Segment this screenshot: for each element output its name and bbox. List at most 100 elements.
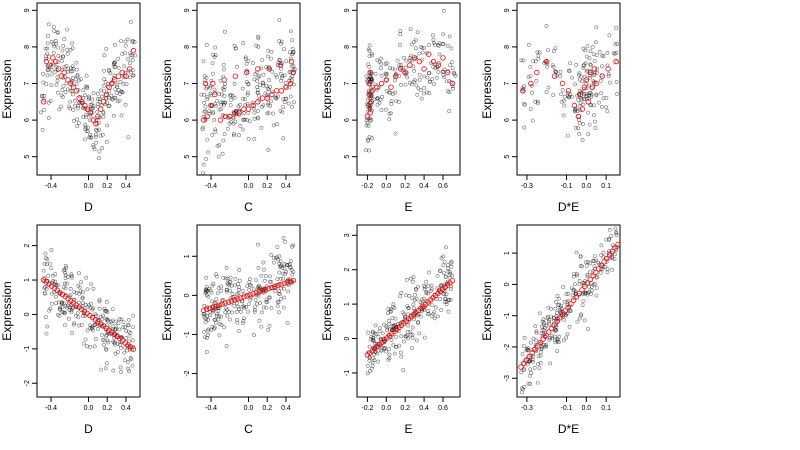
chart-2-1-points — [40, 248, 137, 374]
fitted-point — [40, 99, 47, 105]
observed-point — [594, 286, 599, 291]
y-axis-title: Expression — [160, 59, 174, 118]
observed-point — [125, 348, 129, 353]
observed-point — [204, 157, 209, 161]
observed-point — [282, 239, 287, 244]
observed-point — [581, 299, 586, 304]
observed-point — [558, 305, 563, 310]
observed-point — [126, 317, 131, 322]
observed-point — [214, 297, 219, 302]
observed-point — [44, 315, 48, 320]
fitted-point — [256, 289, 262, 295]
observed-point — [285, 263, 290, 268]
observed-point — [416, 284, 421, 289]
y-tick-label: -1 — [24, 346, 31, 352]
observed-point — [234, 309, 239, 314]
observed-point — [123, 43, 128, 48]
observed-point — [534, 79, 539, 83]
y-tick-label: 7 — [504, 81, 511, 85]
observed-point — [610, 267, 615, 272]
y-tick-label: 6 — [24, 118, 31, 122]
x-tick-label: 0.2 — [102, 405, 112, 412]
observed-point — [586, 110, 591, 115]
observed-point — [409, 42, 414, 47]
x-tick-label: 0.6 — [438, 183, 448, 190]
observed-point — [441, 32, 446, 37]
observed-point — [90, 307, 95, 312]
x-tick-label: 0.4 — [121, 405, 131, 412]
observed-point — [268, 85, 272, 89]
observed-point — [203, 109, 208, 114]
observed-point — [281, 276, 286, 281]
observed-point — [413, 46, 418, 51]
observed-point — [594, 53, 599, 58]
observed-point — [201, 162, 206, 167]
observed-point — [282, 266, 287, 271]
observed-point — [546, 48, 550, 53]
observed-point — [266, 147, 271, 152]
observed-point — [281, 105, 286, 110]
observed-point — [206, 150, 211, 155]
observed-point — [252, 116, 257, 121]
observed-point — [248, 297, 253, 302]
observed-point — [557, 334, 562, 339]
observed-point — [444, 245, 448, 250]
fitted-point — [241, 106, 247, 112]
fitted-point — [109, 80, 115, 87]
fitted-point — [272, 283, 278, 290]
observed-point — [606, 74, 611, 79]
observed-point — [70, 274, 74, 278]
observed-point — [565, 332, 570, 337]
fitted-point — [106, 84, 112, 90]
observed-point — [561, 338, 566, 343]
observed-point — [113, 324, 118, 329]
observed-point — [379, 108, 384, 113]
observed-point — [45, 64, 50, 69]
fitted-point — [93, 121, 99, 127]
observed-point — [112, 60, 117, 65]
observed-point — [422, 283, 427, 288]
observed-point — [528, 381, 533, 386]
observed-point — [113, 64, 117, 69]
observed-point — [366, 97, 371, 102]
observed-point — [535, 101, 540, 106]
observed-point — [387, 352, 392, 357]
observed-point — [48, 261, 52, 266]
observed-point — [431, 65, 436, 69]
observed-point — [450, 66, 455, 71]
observed-point — [205, 313, 210, 318]
observed-point — [593, 70, 597, 75]
observed-point — [528, 367, 533, 372]
observed-point — [104, 47, 109, 51]
fitted-point — [284, 279, 290, 286]
observed-point — [585, 290, 590, 295]
observed-point — [49, 39, 54, 44]
chart-1-1: -0.4 0.0 0.2 0.4 5 6 7 8 9 D Expression — [0, 2, 141, 214]
observed-point — [529, 370, 533, 375]
fitted-point — [245, 106, 252, 112]
fitted-point — [523, 357, 530, 363]
x-tick-label: -0.4 — [205, 405, 217, 412]
observed-point — [289, 64, 294, 69]
observed-point — [71, 66, 76, 71]
fitted-point — [546, 329, 552, 335]
observed-point — [417, 51, 422, 56]
observed-point — [534, 338, 539, 343]
observed-point — [251, 287, 256, 292]
x-tick-label: 0.4 — [281, 183, 291, 190]
fitted-point — [607, 252, 613, 258]
observed-point — [203, 320, 208, 325]
observed-point — [429, 283, 434, 288]
chart-1-4: -0.3 -0.1 0.0 0.1 5 6 7 8 9 D*E Expression — [480, 2, 621, 214]
observed-point — [60, 88, 65, 92]
observed-point — [95, 91, 100, 96]
fitted-point — [369, 88, 375, 94]
observed-point — [100, 317, 105, 321]
observed-point — [76, 121, 81, 126]
observed-point — [403, 334, 408, 339]
observed-point — [530, 90, 534, 95]
observed-point — [430, 33, 435, 38]
observed-point — [131, 313, 136, 318]
observed-point — [259, 126, 264, 130]
observed-point — [43, 251, 48, 256]
